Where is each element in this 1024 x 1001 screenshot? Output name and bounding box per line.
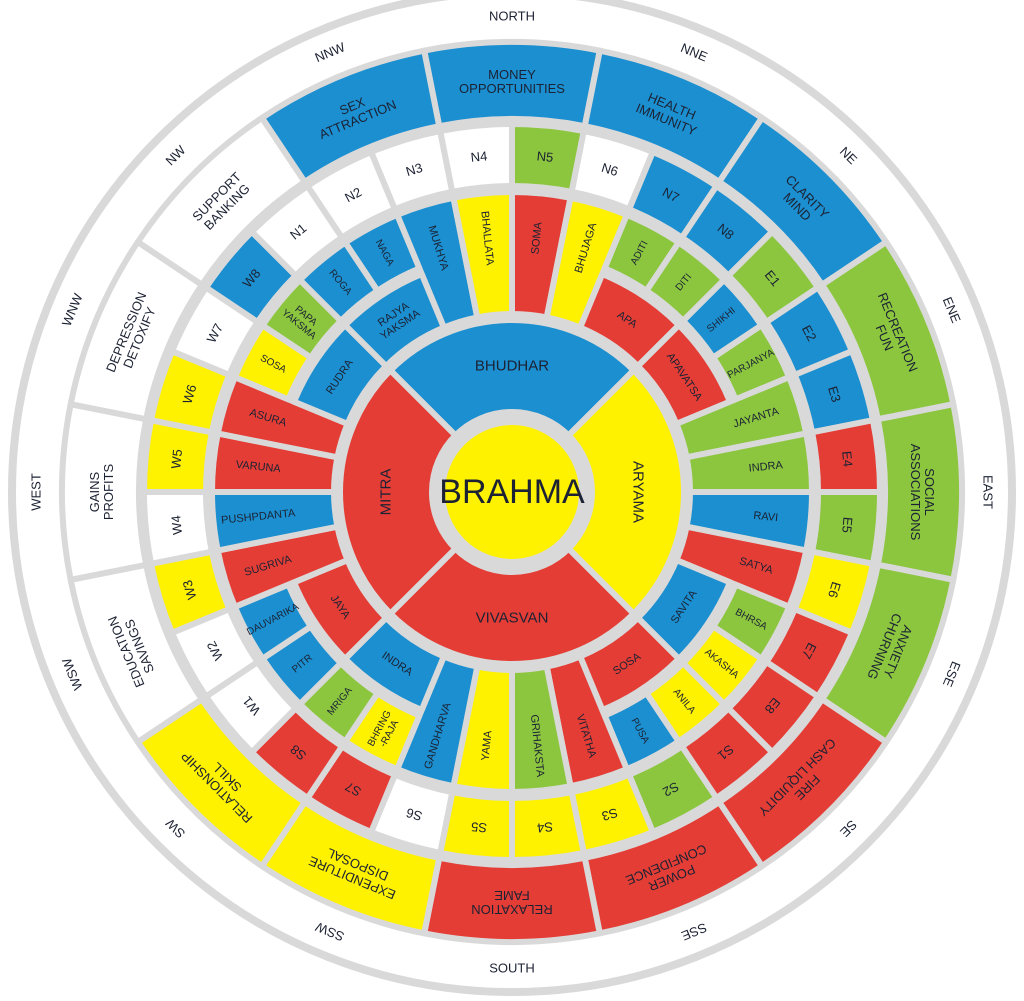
pada-label: E5 xyxy=(839,516,855,533)
ring2-label: ARYAMA xyxy=(630,461,647,523)
deity-label: VARUNA xyxy=(235,459,282,475)
pada-label: S4 xyxy=(536,819,553,835)
pada-n4 xyxy=(437,121,515,195)
pada-label: N7 xyxy=(660,184,682,205)
deity-segment xyxy=(342,270,447,370)
zone-label-line: MONEY xyxy=(488,66,536,81)
direction-label: SOUTH xyxy=(489,961,535,976)
pada-label: S5 xyxy=(470,819,487,835)
pada-label: E4 xyxy=(839,450,855,467)
pada-label: S3 xyxy=(600,805,620,824)
zone-label-line: SOCIAL xyxy=(923,468,938,516)
deity-label: BHALLATA xyxy=(478,210,495,266)
pada-label: E3 xyxy=(825,384,844,404)
zone-label: RELAXATIONFAME xyxy=(471,888,552,917)
direction-label: NORTH xyxy=(489,9,535,24)
direction-label: WEST xyxy=(29,473,44,511)
pada-label: W3 xyxy=(180,578,200,601)
deity-aryama xyxy=(565,367,687,617)
pada-label: W4 xyxy=(168,515,185,536)
pada-label: S2 xyxy=(660,779,681,800)
deity-vivasvan xyxy=(387,545,637,667)
pada-label: S7 xyxy=(343,779,364,800)
pada-label: S6 xyxy=(404,805,424,824)
pada-label: N4 xyxy=(470,148,488,165)
zone-nnw xyxy=(258,47,443,185)
ring2-label: VIVASVAN xyxy=(476,610,549,627)
deity-label: SOMA xyxy=(529,221,544,255)
direction-label: EAST xyxy=(981,475,996,509)
zone-label-line: RELAXATION xyxy=(471,903,552,918)
pada-label: N3 xyxy=(404,160,424,179)
pada-label: E2 xyxy=(799,323,820,344)
center-label: BRAHMA xyxy=(439,473,585,511)
zone-label-line: PROFITS xyxy=(101,464,116,521)
brahma-center xyxy=(435,415,589,569)
ring2-label: MITRA xyxy=(378,469,395,516)
pada-label: W6 xyxy=(180,383,200,406)
ring2-label: BHUDHAR xyxy=(475,358,549,375)
zone-label: GAINSPROFITS xyxy=(86,464,115,521)
zone-label-line: FAME xyxy=(494,888,530,903)
zone-label: MONEY OPPORTUNITIES xyxy=(459,66,565,95)
pada-label: W5 xyxy=(168,449,185,470)
deity-bhudhar xyxy=(387,317,637,439)
deity-label: YAMA xyxy=(480,729,495,761)
pada-label: N6 xyxy=(600,160,620,179)
deity-segment xyxy=(342,211,423,294)
zone-label-line: GAINS xyxy=(86,471,101,512)
deity-label: RAVI xyxy=(753,510,779,524)
pada-label: N5 xyxy=(536,148,554,165)
zone-label-line: ASSOCIATIONS xyxy=(908,444,923,541)
deity-label: INDRA xyxy=(748,459,784,474)
zone-label: SOCIALASSOCIATIONS xyxy=(908,444,937,541)
zone-label-line: OPPORTUNITIES xyxy=(459,81,565,96)
pada-label: N2 xyxy=(342,184,364,205)
deity-mitra xyxy=(337,367,459,617)
pada-label: E7 xyxy=(799,640,820,661)
pada-label: E6 xyxy=(825,580,844,600)
